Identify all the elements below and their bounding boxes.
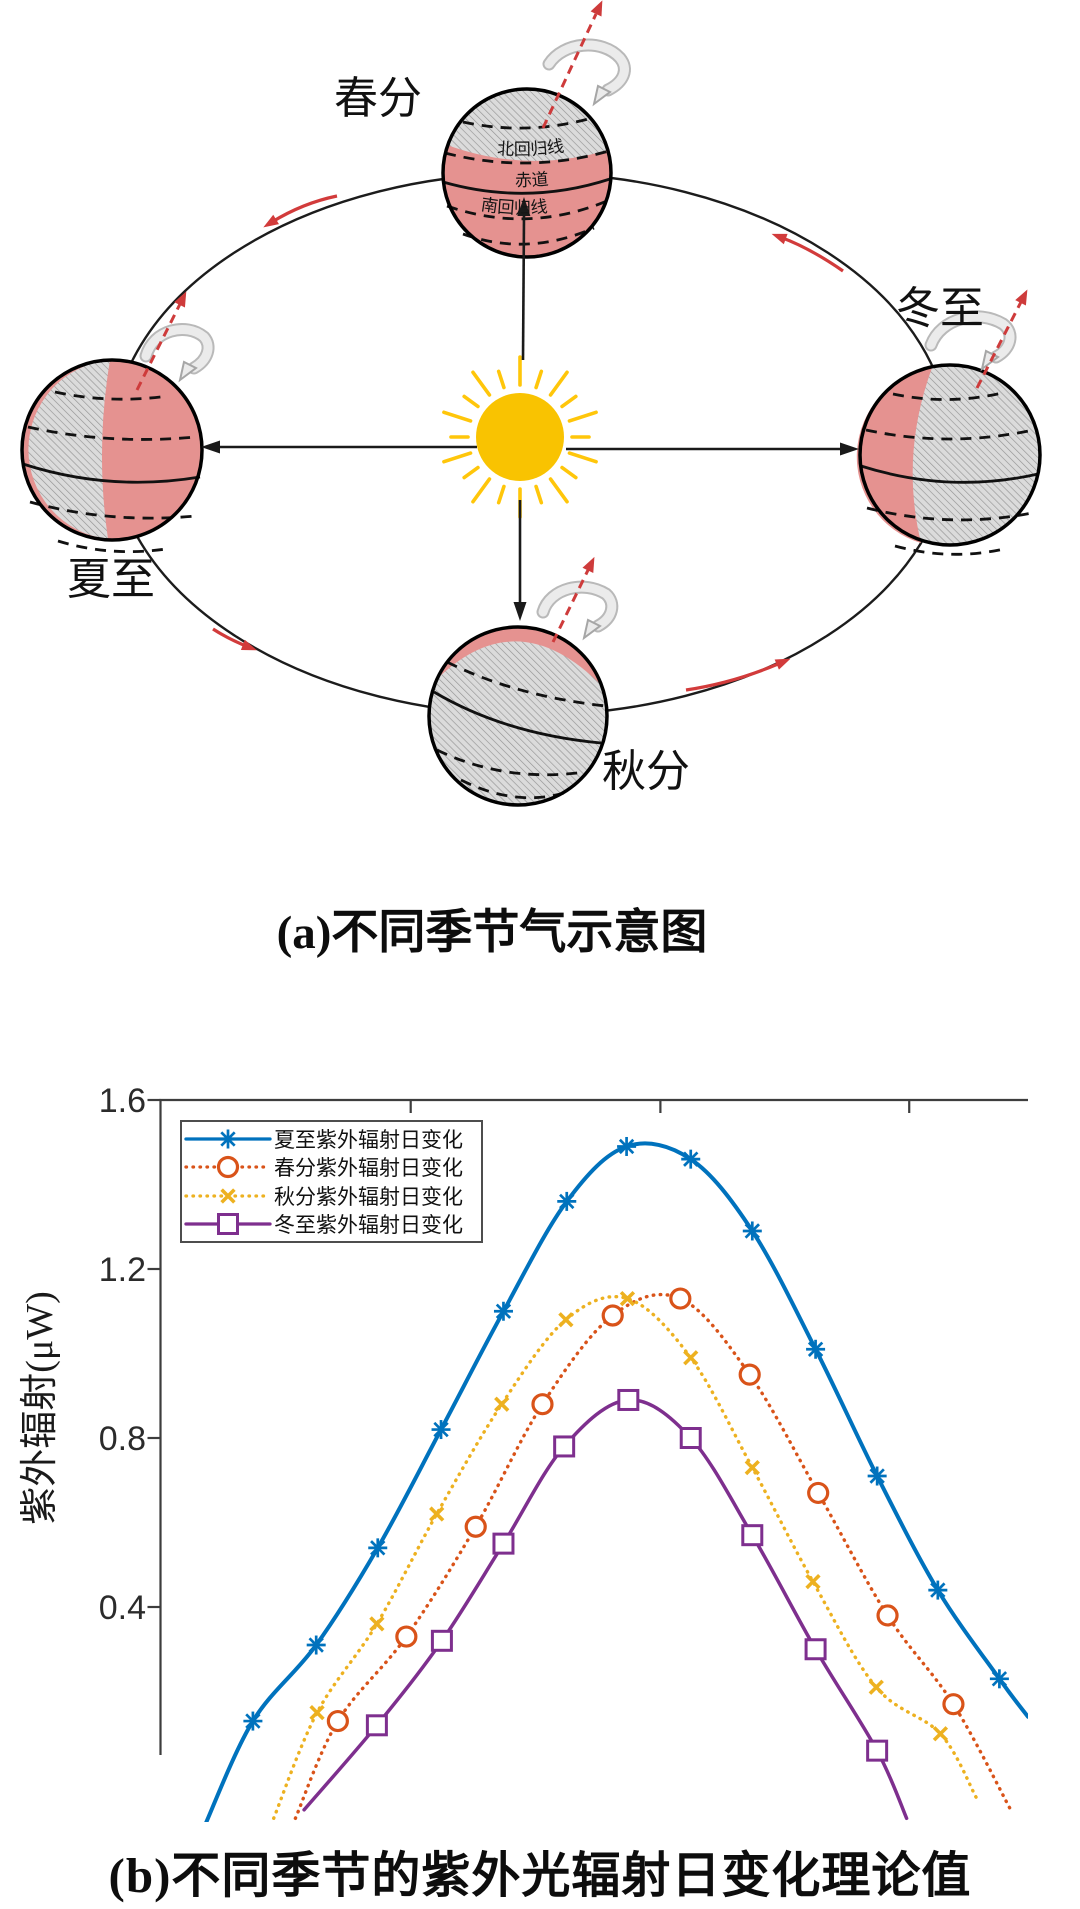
- orbit-direction-arrow-icon: [212, 627, 257, 651]
- label-spring-equinox: 春分: [334, 74, 422, 123]
- caption-panel-b: (b)不同季节的紫外光辐射日变化理论值: [108, 1848, 972, 1903]
- legend-label: 春分紫外辐射日变化: [274, 1157, 463, 1181]
- y-axis-title: 紫外辐射(μW): [19, 1291, 61, 1525]
- rotation-ribbon-icon: [139, 323, 215, 383]
- label-equator: 赤道: [515, 170, 549, 190]
- legend-line-x-icon: [184, 1187, 272, 1204]
- caption-panel-a: (a)不同季节气示意图: [276, 907, 708, 959]
- series-1-curve: [293, 1287, 1013, 1820]
- spin-axis-arrow-icon: [541, 0, 603, 129]
- legend-line-square-icon: [184, 1212, 272, 1235]
- y-tick-label: 0.4: [99, 1589, 146, 1627]
- earth-summer-solstice: [20, 291, 215, 554]
- spin-axis-arrow-icon: [975, 289, 1028, 389]
- rotation-ribbon-icon: [536, 580, 619, 641]
- seasonal-orbit-diagram: [20, 0, 1042, 807]
- sunlight-arrow-left: [201, 440, 477, 454]
- spin-axis-arrow-icon: [551, 556, 595, 643]
- sun-icon: [442, 355, 598, 519]
- series-0-curve: [204, 1136, 1028, 1822]
- earth-winter-solstice: [856, 289, 1042, 556]
- legend-label: 秋分紫外辐射日变化: [274, 1185, 463, 1209]
- earth-spring-equinox: [441, 0, 631, 259]
- series-3-curve: [302, 1388, 909, 1821]
- spin-axis-arrow-icon: [135, 291, 187, 391]
- orbit-direction-arrow-icon: [263, 194, 338, 228]
- sunlight-arrow-down: [513, 500, 527, 621]
- legend-entry-autumn: 秋分紫外辐射日变化: [182, 1182, 481, 1210]
- legend-entry-spring: 春分紫外辐射日变化: [182, 1153, 481, 1181]
- label-autumn-equinox: 秋分: [602, 747, 690, 796]
- label-tropic-of-capricorn: 南回归线: [480, 195, 549, 218]
- orbit-direction-arrow-icon: [771, 233, 844, 273]
- earth-autumn-equinox: [427, 556, 619, 807]
- label-summer-solstice: 夏至: [67, 555, 155, 604]
- y-tick-label: 1.6: [99, 1082, 146, 1120]
- chart-legend: 夏至紫外辐射日变化 春分紫外辐射日变化 秋分紫外辐射日变化 冬至紫外辐射日变化: [180, 1120, 483, 1243]
- legend-label: 冬至紫外辐射日变化: [274, 1213, 463, 1237]
- rotation-ribbon-icon: [542, 38, 631, 107]
- sunlight-arrow-up: [517, 197, 531, 361]
- legend-line-circle-icon: [184, 1156, 272, 1179]
- y-tick-label: 0.8: [99, 1420, 146, 1458]
- sunlight-arrow-right: [566, 442, 859, 456]
- legend-label: 夏至紫外辐射日变化: [274, 1129, 463, 1153]
- legend-entry-winter: 冬至紫外辐射日变化: [182, 1210, 481, 1238]
- label-tropic-of-cancer: 北回归线: [497, 137, 566, 160]
- y-tick-label: 1.2: [99, 1251, 146, 1289]
- series-2-curve: [272, 1290, 978, 1820]
- orbit-direction-arrow-icon: [685, 658, 791, 692]
- legend-entry-summer: 夏至紫外辐射日变化: [182, 1125, 481, 1153]
- legend-line-asterisk-icon: [184, 1129, 272, 1149]
- uv-radiation-chart: 1.6 1.2 0.8 0.4: [99, 1082, 1028, 1822]
- label-winter-solstice: 冬至: [896, 284, 984, 333]
